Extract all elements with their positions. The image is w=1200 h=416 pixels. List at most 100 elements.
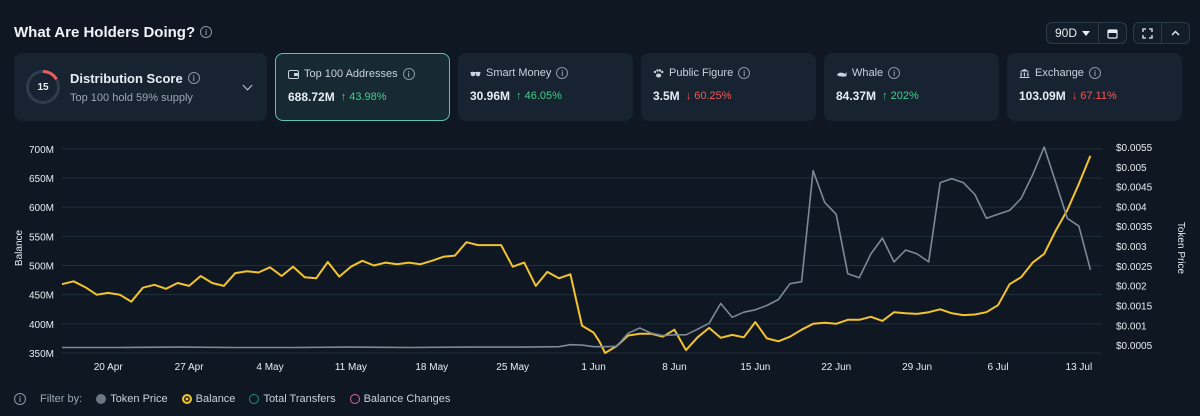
distribution-title-row: Distribution Score i: [70, 71, 200, 86]
y-tick-label: 650M: [29, 174, 54, 185]
stat-value-row: 103.09M ↓ 67.11%: [1019, 89, 1170, 103]
calendar-button[interactable]: [1098, 23, 1126, 43]
stat-label: Public Figure: [669, 67, 734, 79]
y2-tick-label: $0.0035: [1116, 222, 1153, 233]
stat-label: Smart Money: [486, 67, 552, 79]
y-tick-label: 500M: [29, 262, 54, 273]
bank-icon: [1019, 68, 1030, 78]
fullscreen-icon: [1142, 27, 1153, 39]
distribution-title: Distribution Score: [70, 70, 183, 86]
y-tick-label: 350M: [29, 349, 54, 360]
stat-value-row: 3.5M ↓ 60.25%: [653, 89, 804, 103]
stat-value-row: 30.96M ↑ 46.05%: [470, 89, 621, 103]
legend-label: Balance Changes: [363, 393, 451, 405]
expand-group: [1133, 22, 1190, 44]
y2-tick-label: $0.0055: [1116, 143, 1153, 154]
period-label: 90D: [1054, 26, 1077, 40]
y2-tick-label: $0.003: [1116, 242, 1147, 253]
filter-label: Filter by:: [40, 393, 83, 405]
distribution-subtitle: Top 100 hold 59% supply: [70, 91, 193, 104]
stat-card-top100[interactable]: Top 100 Addresses i 688.72M ↑ 43.98%: [275, 53, 450, 121]
y2-tick-label: $0.002: [1116, 282, 1147, 293]
stat-label-row: Smart Money i: [470, 67, 621, 79]
stat-change: ↑ 43.98%: [340, 91, 387, 103]
legend-total-transfers[interactable]: Total Transfers: [249, 393, 336, 405]
y-axis-title: Balance: [14, 229, 25, 266]
info-icon[interactable]: i: [14, 393, 26, 405]
stat-label-row: Public Figure i: [653, 67, 804, 79]
legend-dot-balance: [181, 394, 192, 404]
period-select[interactable]: 90D: [1047, 23, 1098, 43]
chart-legend: i Filter by: Token Price Balance Total T…: [14, 393, 450, 405]
x-tick-label: 25 May: [496, 362, 529, 373]
x-tick-label: 6 Jul: [987, 362, 1008, 373]
holders-chart: 350M 400M 450M 500M 550M 600M 650M 700M $0.0005 $…: [10, 131, 1190, 381]
legend-dot-balance-changes: [349, 394, 360, 404]
caret-down-icon: [1082, 30, 1090, 36]
stat-value: 84.37M: [836, 89, 877, 103]
y2-tick-label: $0.004: [1116, 202, 1147, 213]
info-icon[interactable]: i: [888, 67, 901, 79]
legend-token-price[interactable]: Token Price: [96, 393, 168, 405]
wallet-icon: [288, 69, 299, 79]
stat-value: 30.96M: [470, 89, 511, 103]
stat-change: ↓ 67.11%: [1071, 90, 1117, 102]
chevron-down-icon[interactable]: [242, 80, 253, 91]
y2-axis-title: Token Price: [1175, 222, 1186, 275]
y2-tick-label: $0.0005: [1116, 341, 1153, 352]
header-controls: 90D: [1045, 22, 1190, 44]
stat-change: ↑ 46.05%: [516, 90, 562, 102]
legend-balance-changes[interactable]: Balance Changes: [349, 393, 451, 405]
legend-dot-total-transfers: [249, 394, 260, 404]
glasses-icon: [470, 71, 481, 76]
stat-change: ↓ 60.25%: [685, 90, 732, 102]
stat-card-smart-money[interactable]: Smart Money i 30.96M ↑ 46.05%: [458, 53, 633, 121]
stat-label: Exchange: [1035, 67, 1084, 79]
fullscreen-button[interactable]: [1134, 23, 1161, 43]
stat-value: 103.09M: [1019, 89, 1066, 103]
y2-tick-label: $0.0045: [1116, 183, 1153, 194]
stat-card-public-figure[interactable]: Public Figure i 3.5M ↓ 60.25%: [641, 53, 816, 121]
stat-card-whale[interactable]: Whale i 84.37M ↑ 202%: [824, 53, 999, 121]
distribution-score-value: 15: [37, 81, 49, 93]
distribution-score-card[interactable]: 15 Distribution Score i Top 100 hold 59%…: [14, 53, 267, 121]
info-icon[interactable]: i: [402, 68, 415, 80]
stat-label-row: Whale i: [836, 67, 987, 79]
x-tick-label: 29 Jun: [902, 362, 932, 373]
y-tick-label: 600M: [29, 203, 54, 214]
info-icon[interactable]: i: [556, 67, 569, 79]
x-tick-label: 1 Jun: [581, 362, 605, 373]
y-tick-label: 700M: [29, 145, 54, 156]
legend-balance[interactable]: Balance: [181, 393, 235, 405]
panel-title: What Are Holders Doing?: [14, 23, 196, 41]
stat-label: Whale: [852, 67, 884, 79]
y-tick-label: 450M: [29, 291, 54, 302]
y2-tick-label: $0.005: [1116, 163, 1147, 174]
collapse-button[interactable]: [1161, 23, 1189, 43]
stat-value: 688.72M: [288, 90, 335, 104]
x-tick-label: 13 Jul: [1066, 362, 1093, 373]
legend-dot-token-price: [96, 394, 107, 404]
distribution-text: Distribution Score i Top 100 hold 59% su…: [70, 71, 200, 104]
stat-label-row: Exchange i: [1019, 67, 1170, 79]
stat-label: Top 100 Addresses: [304, 68, 398, 80]
chevron-up-icon: [1171, 30, 1180, 35]
legend-label: Total Transfers: [263, 393, 336, 405]
y2-tick-label: $0.001: [1116, 321, 1147, 332]
stat-card-exchange[interactable]: Exchange i 103.09M ↓ 67.11%: [1007, 53, 1182, 121]
info-icon[interactable]: i: [1088, 67, 1101, 79]
info-icon[interactable]: i: [187, 72, 200, 84]
panel-header: What Are Holders Doing? i: [14, 20, 1190, 44]
info-icon[interactable]: i: [738, 67, 751, 79]
holder-cards: 15 Distribution Score i Top 100 hold 59%…: [14, 53, 1186, 121]
stat-value: 3.5M: [653, 89, 680, 103]
x-tick-label: 15 Jun: [740, 362, 770, 373]
info-icon[interactable]: i: [200, 26, 213, 38]
whale-icon: [837, 71, 847, 77]
token-price-line: [62, 146, 1092, 349]
balance-line: [61, 155, 1092, 354]
paw-icon: [653, 68, 664, 77]
legend-label: Token Price: [110, 393, 168, 405]
stat-change: ↑ 202%: [882, 90, 919, 102]
x-tick-label: 11 May: [335, 362, 367, 373]
